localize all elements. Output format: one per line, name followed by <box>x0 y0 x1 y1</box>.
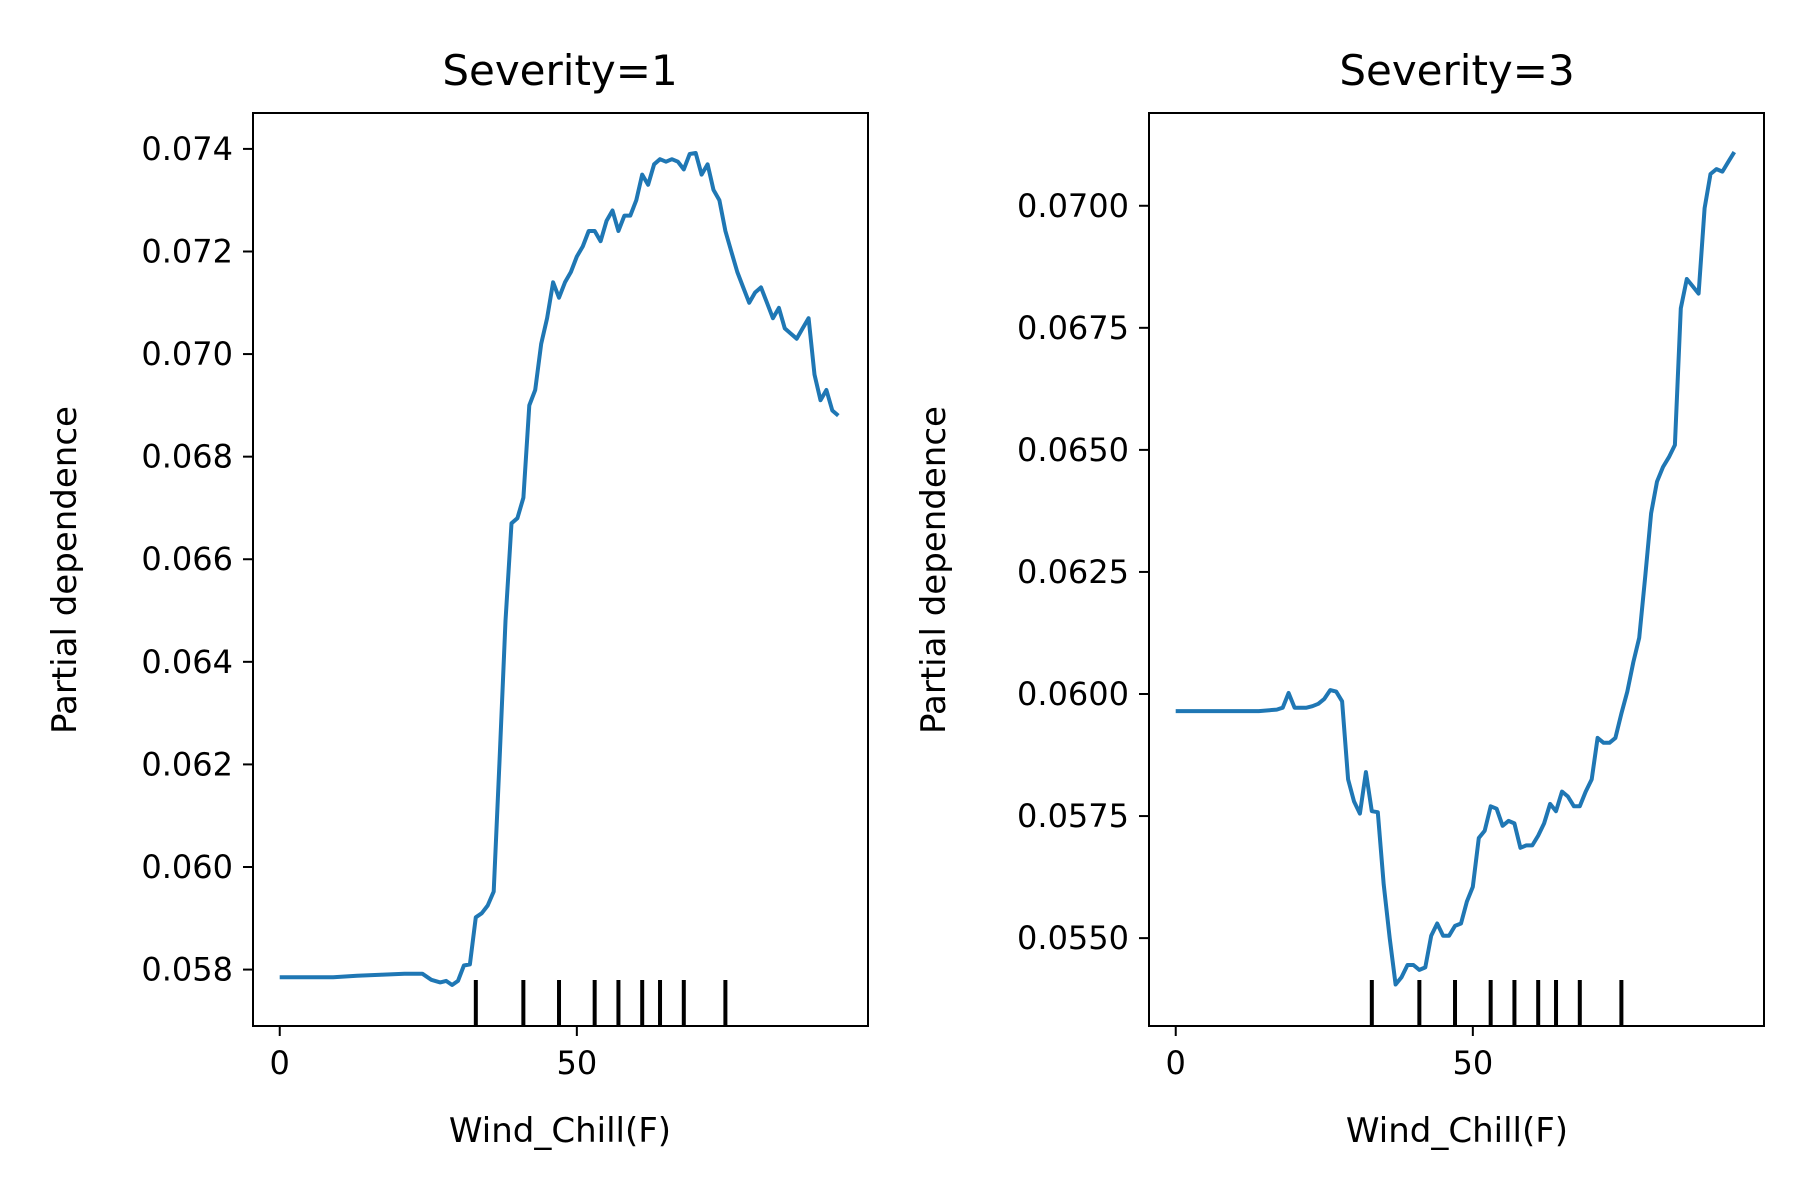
x-axis-label: Wind_Chill(F) <box>449 1111 671 1151</box>
x-tick-label: 0 <box>1166 1044 1186 1082</box>
y-tick-label: 0.0625 <box>1017 553 1129 591</box>
y-axis-label: Partial dependence <box>914 406 954 734</box>
y-tick-label: 0.0650 <box>1017 431 1129 469</box>
x-axis-label: Wind_Chill(F) <box>1346 1111 1568 1151</box>
y-tick-label: 0.066 <box>141 540 233 578</box>
partial-dependence-line <box>279 151 840 987</box>
x-tick-label: 0 <box>270 1044 290 1082</box>
plot-frame <box>252 112 869 1027</box>
y-tick-label: 0.0700 <box>1017 187 1129 225</box>
y-tick-label: 0.0600 <box>1017 675 1129 713</box>
partial-dependence-line <box>1175 151 1737 987</box>
x-tick-label: 50 <box>556 1044 597 1082</box>
chart-title: Severity=1 <box>442 46 677 95</box>
y-tick-label: 0.062 <box>141 745 233 783</box>
y-axis-label: Partial dependence <box>45 406 85 734</box>
y-tick-label: 0.068 <box>141 438 233 476</box>
chart-title: Severity=3 <box>1339 46 1574 95</box>
y-tick-label: 0.064 <box>141 643 233 681</box>
y-tick-label: 0.0550 <box>1017 919 1129 957</box>
y-tick-label: 0.058 <box>141 951 233 989</box>
chart-severity-1: Severity=1 0 50 0.058 0.060 0.062 0.064 0.066 0… <box>45 46 869 1151</box>
y-tick-label: 0.070 <box>141 335 233 373</box>
y-tick-label: 0.0675 <box>1017 309 1129 347</box>
y-tick-label: 0.074 <box>141 130 233 168</box>
y-tick-label: 0.072 <box>141 232 233 270</box>
chart-severity-3: Severity=3 0 50 0.0550 0.0575 0.0600 0.0625 0.… <box>914 46 1765 1151</box>
plot-frame <box>1148 112 1765 1027</box>
x-tick-label: 50 <box>1452 1044 1493 1082</box>
y-tick-label: 0.060 <box>141 848 233 886</box>
y-tick-label: 0.0575 <box>1017 797 1129 835</box>
